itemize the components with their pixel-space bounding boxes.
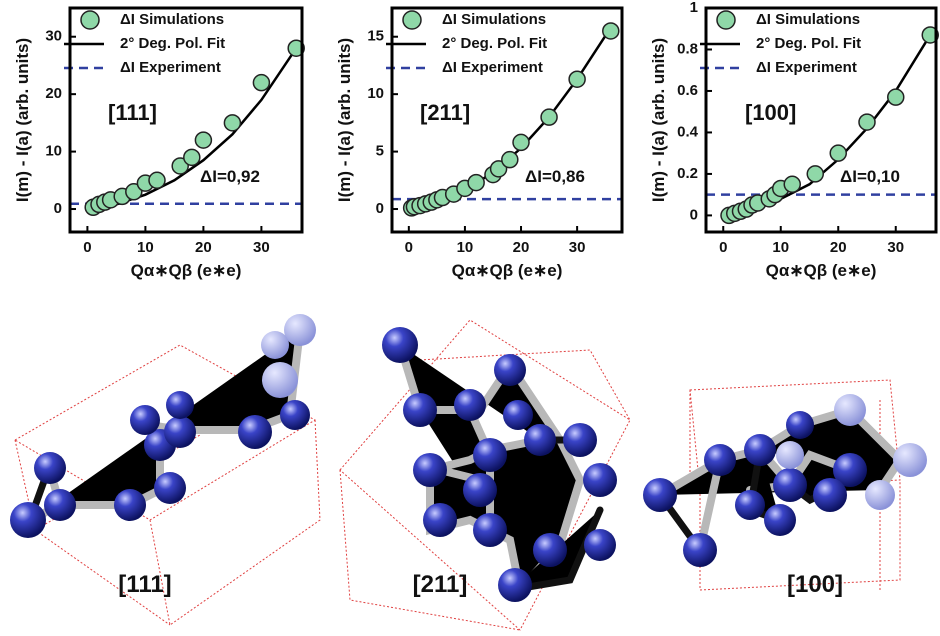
x-tick-label: 30 — [569, 239, 586, 256]
x-tick-label: 30 — [887, 239, 904, 256]
simulation-point — [253, 75, 269, 91]
legend-label: 2° Deg. Pol. Fit — [756, 35, 861, 52]
structure-211 — [340, 320, 630, 630]
annotation: [111] — [108, 100, 157, 125]
simulation-point — [603, 23, 619, 39]
legend-label: 2° Deg. Pol. Fit — [120, 35, 225, 52]
simulation-point — [502, 152, 518, 168]
x-tick-label: 20 — [195, 239, 212, 256]
simulation-point — [513, 134, 529, 150]
simulation-point — [195, 132, 211, 148]
x-tick-label: 10 — [137, 239, 154, 256]
annotation: ΔI=0,92 — [200, 167, 260, 186]
simulation-point — [541, 109, 557, 125]
y-tick-label: 1 — [690, 0, 698, 16]
x-tick-label: 10 — [772, 239, 789, 256]
structure-label: [111] — [118, 571, 171, 598]
simulation-point — [807, 166, 823, 182]
simulation-point — [149, 172, 165, 188]
legend-marker — [403, 11, 421, 29]
y-tick-label: 0 — [54, 200, 62, 217]
simulation-point — [888, 89, 904, 105]
figure: 01020300102030Qα∗Qβ (e∗e)I(m) - I(a) (ar… — [0, 0, 940, 631]
x-tick-label: 0 — [719, 239, 727, 256]
y-tick-label: 5 — [376, 143, 384, 160]
simulation-point — [184, 149, 200, 165]
simulation-point — [830, 145, 846, 161]
simulation-point — [468, 175, 484, 191]
y-tick-label: 15 — [367, 28, 384, 45]
simulation-point — [859, 114, 875, 130]
y-axis-label: I(m) - I(a) (arb. units) — [13, 38, 32, 202]
legend-label: ΔI Simulations — [756, 11, 860, 28]
structure-label: [100] — [787, 571, 843, 598]
y-axis-label: I(m) - I(a) (arb. units) — [335, 38, 354, 202]
legend-label: ΔI Experiment — [442, 59, 543, 76]
y-tick-label: 0.2 — [677, 165, 698, 182]
x-axis-label: Qα∗Qβ (e∗e) — [452, 261, 563, 280]
x-tick-label: 20 — [830, 239, 847, 256]
chart: 0 5 10 15 0 10 20 30 Qα∗Qβ (e∗e) I(m) - I(a) (arb… — [335, 8, 622, 280]
y-axis-label: I(m) - I(a) (arb. units) — [649, 38, 668, 202]
x-tick-label: 10 — [457, 239, 474, 256]
y-tick-label: 20 — [45, 85, 62, 102]
x-tick-label: 30 — [253, 239, 270, 256]
simulation-point — [569, 71, 585, 87]
chart: 0 10 20 30 0 10 20 30 Qα∗Qβ (e∗e) I(m) - I(a) (ar… — [13, 8, 304, 280]
legend-marker — [81, 11, 99, 29]
y-tick-label: 10 — [45, 143, 62, 160]
y-tick-label: 0 — [376, 200, 384, 217]
legend-marker — [717, 11, 735, 29]
annotation: ΔI=0,86 — [525, 167, 585, 186]
legend-label: ΔI Simulations — [442, 11, 546, 28]
x-axis-label: Qα∗Qβ (e∗e) — [131, 261, 242, 280]
structure-label: [211] — [413, 571, 468, 598]
structure-100 — [643, 380, 927, 590]
y-tick-label: 0 — [690, 206, 698, 223]
legend-label: ΔI Simulations — [120, 11, 224, 28]
legend-label: ΔI Experiment — [756, 59, 857, 76]
annotation: ΔI=0,10 — [840, 167, 900, 186]
y-tick-label: 0.4 — [677, 123, 699, 140]
annotation: [211] — [420, 100, 470, 125]
annotation: [100] — [745, 100, 796, 125]
simulation-point — [224, 115, 240, 131]
legend-label: 2° Deg. Pol. Fit — [442, 35, 547, 52]
y-tick-label: 0.6 — [677, 82, 698, 99]
x-tick-label: 20 — [513, 239, 530, 256]
x-axis-label: Qα∗Qβ (e∗e) — [766, 261, 877, 280]
legend-label: ΔI Experiment — [120, 59, 221, 76]
x-tick-label: 0 — [83, 239, 91, 256]
y-tick-label: 10 — [367, 85, 384, 102]
x-tick-label: 0 — [405, 239, 413, 256]
y-tick-label: 30 — [45, 28, 62, 45]
simulation-point — [784, 176, 800, 192]
y-tick-label: 0.8 — [677, 40, 698, 57]
